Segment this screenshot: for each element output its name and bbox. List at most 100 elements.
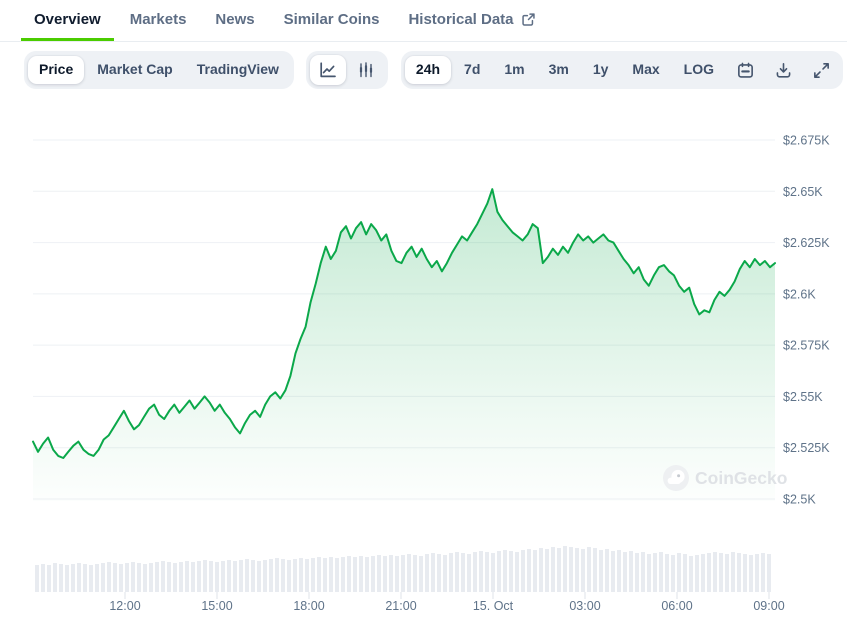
chart-type-line-button[interactable] xyxy=(309,55,346,85)
volume-bar xyxy=(155,562,159,592)
x-tick-label: 21:00 xyxy=(385,599,416,613)
metric-toggle-group: Price Market Cap TradingView xyxy=(24,51,294,89)
volume-bar xyxy=(605,549,609,592)
range-1y-button[interactable]: 1y xyxy=(582,56,620,83)
volume-bar xyxy=(407,554,411,592)
volume-bar xyxy=(647,554,651,592)
volume-bar xyxy=(83,564,87,592)
volume-bar xyxy=(335,558,339,592)
volume-bar xyxy=(101,563,105,592)
y-axis-labels: $2.675K $2.65K $2.625K $2.6K $2.575K $2.55K $2… xyxy=(783,134,830,507)
range-3m-button[interactable]: 3m xyxy=(538,56,580,83)
volume-bar xyxy=(551,547,555,592)
range-max-button[interactable]: Max xyxy=(621,56,670,83)
volume-bar xyxy=(161,561,165,592)
volume-bar xyxy=(635,553,639,592)
range-1m-button[interactable]: 1m xyxy=(493,56,535,83)
volume-bar xyxy=(107,562,111,592)
volume-bar xyxy=(341,557,345,592)
volume-bar xyxy=(263,560,267,592)
volume-bar xyxy=(725,554,729,592)
volume-bar xyxy=(383,556,387,592)
tab-news[interactable]: News xyxy=(202,0,267,41)
tab-markets[interactable]: Markets xyxy=(117,0,200,41)
volume-bar xyxy=(329,557,333,592)
volume-bar xyxy=(719,553,723,592)
volume-bar xyxy=(461,553,465,592)
candlestick-chart-icon xyxy=(359,62,373,78)
volume-bar xyxy=(41,564,45,592)
volume-bar xyxy=(473,552,477,592)
volume-bar xyxy=(305,559,309,592)
volume-bar xyxy=(671,555,675,592)
volume-bar xyxy=(401,555,405,592)
tab-overview[interactable]: Overview xyxy=(21,0,114,41)
volume-bar xyxy=(371,556,375,592)
volume-bar xyxy=(623,552,627,592)
volume-bar xyxy=(185,561,189,592)
price-chart[interactable]: $2.675K $2.65K $2.625K $2.6K $2.575K $2.55K $2… xyxy=(0,89,847,633)
volume-bar xyxy=(77,563,81,592)
tab-label: Historical Data xyxy=(408,10,514,28)
volume-bar xyxy=(293,559,297,592)
x-tick-label: 12:00 xyxy=(109,599,140,613)
y-tick-label: $2.575K xyxy=(783,339,830,353)
fullscreen-icon xyxy=(813,62,829,78)
volume-bars xyxy=(35,546,771,592)
time-range-group: 24h 7d 1m 3m 1y Max LOG xyxy=(400,51,843,89)
volume-bar xyxy=(755,554,759,592)
volume-bar xyxy=(521,550,525,592)
volume-bar xyxy=(713,552,717,592)
volume-bar xyxy=(173,563,177,592)
volume-bar xyxy=(89,565,93,592)
volume-bar xyxy=(197,561,201,592)
download-button[interactable] xyxy=(765,55,801,85)
chart-type-candlestick-button[interactable] xyxy=(348,55,384,85)
calendar-icon xyxy=(737,62,753,78)
metric-tab-price[interactable]: Price xyxy=(28,56,85,84)
watermark-label: CoinGecko xyxy=(695,468,787,488)
volume-bar xyxy=(599,550,603,592)
volume-bar xyxy=(269,559,273,592)
log-scale-button[interactable]: LOG xyxy=(673,56,725,83)
volume-bar xyxy=(287,560,291,592)
volume-bar xyxy=(203,560,207,592)
volume-bar xyxy=(563,546,567,592)
y-tick-label: $2.65K xyxy=(783,185,823,199)
metric-tab-tradingview[interactable]: TradingView xyxy=(186,56,290,83)
volume-bar xyxy=(509,551,513,592)
volume-bar xyxy=(419,556,423,592)
metric-tab-market-cap[interactable]: Market Cap xyxy=(86,56,183,83)
tab-label: Markets xyxy=(129,10,187,28)
volume-bar xyxy=(641,552,645,592)
volume-bar xyxy=(359,556,363,592)
volume-bar xyxy=(167,562,171,592)
volume-bar xyxy=(683,554,687,592)
volume-bar xyxy=(467,554,471,592)
tab-similar-coins[interactable]: Similar Coins xyxy=(271,0,393,41)
y-tick-label: $2.5K xyxy=(783,493,816,507)
volume-bar xyxy=(659,552,663,592)
calendar-button[interactable] xyxy=(727,55,763,85)
volume-bar xyxy=(125,563,129,592)
range-24h-button[interactable]: 24h xyxy=(404,56,452,84)
tab-historical-data[interactable]: Historical Data xyxy=(395,0,548,41)
external-link-icon xyxy=(521,12,535,26)
volume-bar xyxy=(209,561,213,592)
volume-bar xyxy=(179,562,183,592)
volume-bar xyxy=(65,565,69,592)
fullscreen-button[interactable] xyxy=(803,55,839,85)
volume-bar xyxy=(497,551,501,592)
volume-bar xyxy=(95,564,99,592)
volume-bar xyxy=(689,556,693,592)
volume-bar xyxy=(191,562,195,592)
volume-bar xyxy=(425,554,429,592)
volume-bar xyxy=(503,550,507,592)
volume-bar xyxy=(353,557,357,592)
volume-bar xyxy=(455,552,459,592)
range-7d-button[interactable]: 7d xyxy=(453,56,491,83)
volume-bar xyxy=(569,547,573,592)
volume-bar xyxy=(449,553,453,592)
volume-bar xyxy=(515,552,519,592)
x-axis-labels: 12:00 15:00 18:00 21:00 15. Oct 03:00 06:00 09:… xyxy=(109,599,784,613)
